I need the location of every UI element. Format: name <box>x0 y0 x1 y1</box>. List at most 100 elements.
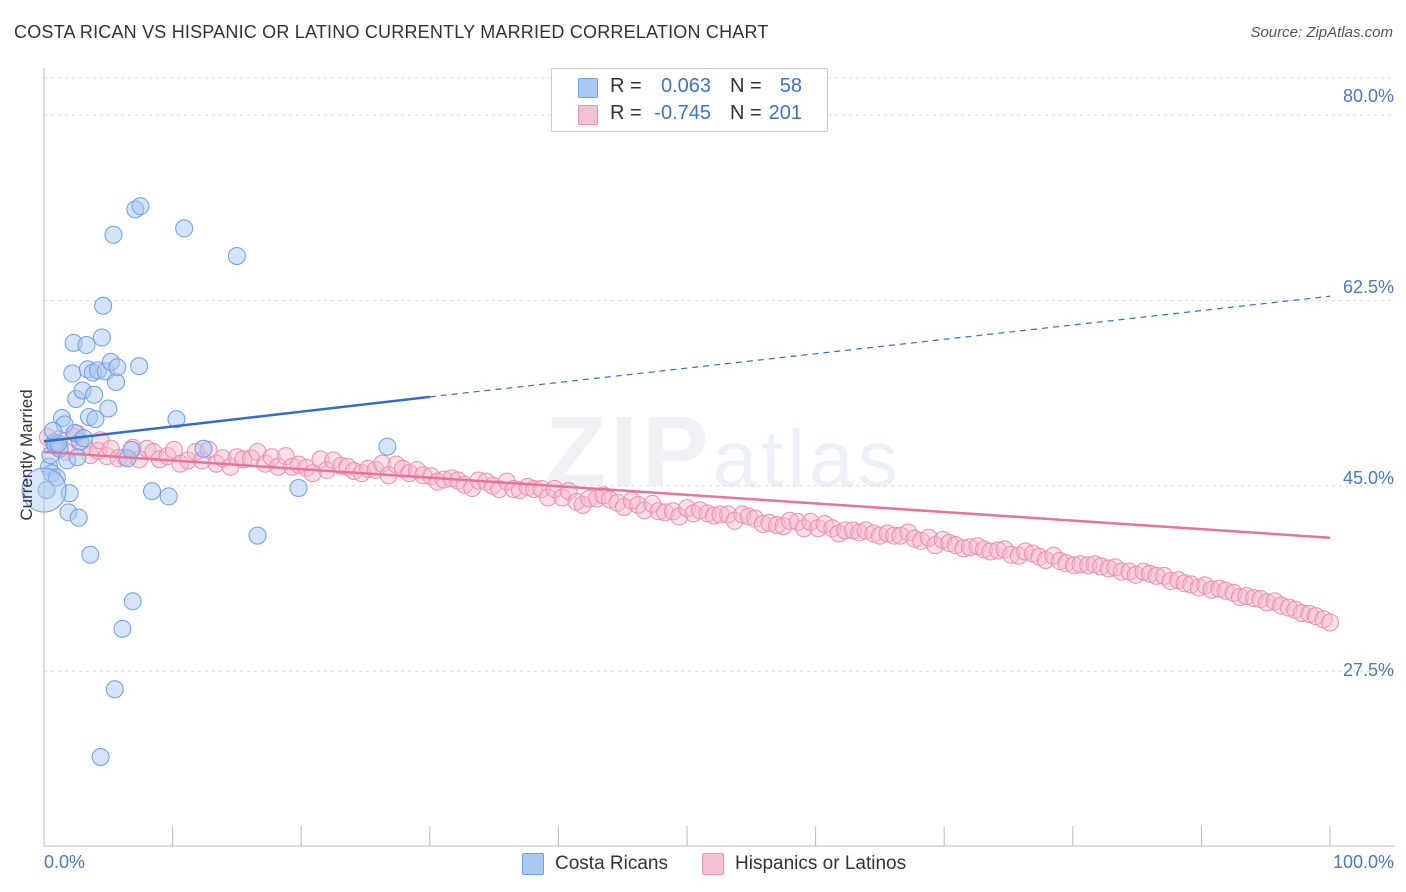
hispanic-point <box>940 534 959 553</box>
costa-rican-point <box>94 296 113 315</box>
hispanic-point <box>1079 556 1098 575</box>
hispanic-point <box>753 514 772 533</box>
costa-rican-point <box>63 364 82 383</box>
costa-rican-point <box>108 358 127 377</box>
costa-rican-point <box>91 748 110 767</box>
hispanic-point <box>975 540 994 559</box>
legend-swatch-pink <box>578 105 598 125</box>
hispanic-point <box>649 502 668 521</box>
hispanic-point <box>919 528 938 547</box>
costa-rican-trend-extension <box>429 295 1331 398</box>
hispanic-point <box>656 503 675 522</box>
bottom-legend-swatch-pink <box>702 853 724 875</box>
hispanic-point <box>1272 596 1291 615</box>
watermark-atlas: atlas <box>712 414 902 503</box>
hispanic-point <box>580 489 599 508</box>
costa-rican-point <box>44 421 63 440</box>
hispanic-point <box>705 506 724 525</box>
costa-rican-point <box>227 246 246 265</box>
y-tick-label: 45.0% <box>1342 468 1394 488</box>
hispanic-point <box>905 529 924 548</box>
costa-rican-point <box>47 468 66 487</box>
costa-rican-point <box>92 328 111 347</box>
hispanic-point <box>836 521 855 540</box>
hispanic-point <box>719 505 738 524</box>
hispanic-point <box>698 504 717 523</box>
hispanic-point <box>614 498 633 517</box>
costa-rican-point <box>113 619 132 638</box>
hispanic-point <box>553 488 572 507</box>
costa-rican-point <box>77 335 96 354</box>
hispanic-point <box>1112 562 1131 581</box>
bottom-legend-label: Costa Ricans <box>555 853 668 874</box>
hispanic-point <box>643 494 662 513</box>
legend-r-value: 0.063 <box>660 75 711 97</box>
hispanic-point <box>885 526 904 545</box>
legend-r-label: R = <box>610 102 642 124</box>
costa-rican-point <box>85 385 104 404</box>
costa-rican-point <box>194 439 213 458</box>
hispanic-point <box>1230 588 1249 607</box>
hispanic-point <box>1300 605 1319 624</box>
legend-r-label: R = <box>610 75 642 97</box>
costa-rican-point <box>37 481 56 500</box>
costa-rican-point <box>69 508 88 527</box>
hispanic-point <box>1292 603 1311 622</box>
legend-n-label: N = <box>730 102 762 124</box>
hispanic-point <box>795 519 814 538</box>
legend-swatch-blue <box>578 78 598 98</box>
legend-r-value: -0.745 <box>654 102 711 124</box>
hispanic-point <box>954 539 973 558</box>
hispanic-point <box>1161 572 1180 591</box>
watermark-zip: ZIP <box>545 396 713 508</box>
hispanic-point <box>234 450 253 469</box>
costa-rican-point <box>21 467 67 513</box>
hispanic-point <box>788 512 807 531</box>
hispanic-point <box>760 513 779 532</box>
legend-n-label: N = <box>730 75 762 97</box>
costa-rican-point <box>159 487 178 506</box>
hispanic-point <box>518 477 537 496</box>
costa-rican-point <box>86 410 105 429</box>
hispanic-point <box>1175 574 1194 593</box>
hispanic-point <box>899 523 918 542</box>
watermark: ZIPatlas <box>545 395 902 510</box>
costa-rican-point <box>378 437 397 456</box>
hispanic-point <box>276 447 295 466</box>
hispanic-point <box>870 526 889 545</box>
costa-rican-point <box>130 357 149 376</box>
hispanic-point <box>739 507 758 526</box>
costa-rican-point <box>60 484 79 503</box>
hispanic-point <box>1085 555 1104 574</box>
costa-rican-point <box>167 410 186 429</box>
costa-rican-point <box>289 478 308 497</box>
hispanic-point <box>311 450 330 469</box>
hispanic-point <box>960 538 979 557</box>
costa-rican-point <box>105 680 124 699</box>
hispanic-point <box>1065 556 1084 575</box>
hispanic-point <box>850 523 869 542</box>
bottom-legend-swatch-blue <box>522 853 544 875</box>
x-tick-label: 0.0% <box>44 852 86 872</box>
hispanic-point <box>725 511 744 530</box>
legend-n-value: 201 <box>768 102 802 124</box>
hispanic-point <box>635 501 654 520</box>
hispanic-point <box>262 448 281 467</box>
x-tick-label: 100.0% <box>1332 852 1394 872</box>
hispanic-point <box>1257 593 1276 612</box>
costa-rican-point <box>175 219 194 238</box>
hispanic-point <box>373 454 392 473</box>
costa-rican-point <box>248 526 267 545</box>
hispanic-point <box>1202 580 1221 599</box>
y-tick-label: 80.0% <box>1342 86 1394 106</box>
hispanic-point <box>981 542 1000 561</box>
chart-source: Source: ZipAtlas.com <box>1250 24 1393 41</box>
hispanic-point <box>1016 542 1035 561</box>
hispanic-point <box>1321 613 1339 632</box>
costa-rican-point <box>122 440 141 459</box>
costa-rican-point <box>123 592 142 611</box>
hispanic-trend-line <box>43 450 1331 539</box>
chart-title: COSTA RICAN VS HISPANIC OR LATINO CURREN… <box>14 22 769 42</box>
hispanic-point <box>1210 579 1229 598</box>
